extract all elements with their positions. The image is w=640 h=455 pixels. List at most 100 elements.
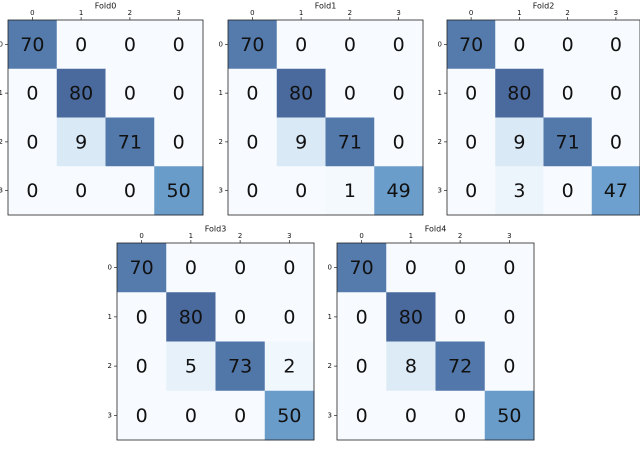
cell-value: 80 [289, 83, 313, 105]
heatmap: Fold4 70 0 0 0 0 80 0 0 0 8 72 0 0 0 0 50 0 1 2 3 0 1 2 3 [328, 225, 535, 441]
y-tick-label: 3 [0, 187, 3, 195]
cell [8, 166, 58, 216]
cell-value: 0 [513, 34, 525, 56]
cell-value: 0 [75, 180, 87, 202]
cell-value: 2 [283, 356, 295, 378]
cell [166, 243, 216, 293]
cell [447, 68, 496, 118]
x-tick-label: 2 [128, 9, 132, 17]
cell-value: 72 [448, 356, 472, 378]
cell [386, 292, 436, 342]
cell [484, 292, 535, 342]
cell [374, 166, 424, 216]
cell [8, 20, 58, 70]
cell [591, 20, 640, 70]
cell [435, 390, 486, 441]
cell-value: 0 [136, 306, 148, 328]
cell-value: 0 [136, 356, 148, 378]
cell-value: 0 [26, 83, 38, 105]
cell-value: 0 [185, 257, 197, 279]
cell [386, 390, 436, 441]
cell [484, 341, 535, 392]
cell [166, 292, 216, 342]
cell [325, 20, 375, 70]
cell-value: 0 [26, 131, 38, 153]
cell-value: 9 [75, 131, 87, 153]
heatmap: Fold3 70 0 0 0 0 80 0 0 0 5 73 2 0 0 0 50 0 1 2 3 0 1 2 3 [108, 225, 315, 441]
cell [386, 243, 436, 293]
y-tick-label: 3 [328, 411, 332, 419]
cell-value: 0 [124, 83, 136, 105]
x-tick-label: 3 [287, 232, 291, 240]
cell-value: 9 [513, 131, 525, 153]
y-tick-label: 1 [438, 89, 442, 97]
cell-value: 0 [356, 405, 368, 427]
cell [154, 20, 204, 70]
cell [543, 68, 593, 118]
cell-value: 0 [283, 257, 295, 279]
cell [447, 117, 496, 167]
cell-value: 50 [277, 405, 301, 427]
cell [495, 20, 544, 70]
cell-value: 70 [20, 34, 44, 56]
x-tick-label: 0 [250, 9, 254, 17]
cell [154, 166, 204, 216]
cell [337, 341, 387, 392]
x-tick-label: 1 [409, 232, 413, 240]
x-tick-label: 0 [30, 9, 34, 17]
frame [227, 19, 424, 216]
cell [337, 243, 387, 293]
cell-value: 0 [283, 306, 295, 328]
cell [154, 117, 204, 167]
cell [325, 117, 375, 167]
cell-value: 0 [393, 131, 405, 153]
cell-value: 80 [179, 306, 203, 328]
cell [337, 292, 387, 342]
cell [117, 292, 167, 342]
cell [228, 68, 278, 118]
x-tick-label: 0 [359, 232, 363, 240]
y-tick-label: 0 [108, 264, 112, 272]
cell [447, 20, 496, 70]
cell [8, 68, 58, 118]
cell-value: 0 [173, 131, 185, 153]
cell-value: 0 [503, 257, 515, 279]
cell [105, 68, 155, 118]
y-tick-label: 1 [219, 89, 223, 97]
cell-value: 0 [124, 34, 136, 56]
cell-value: 0 [562, 83, 574, 105]
frame [116, 242, 315, 441]
cell-value: 0 [136, 405, 148, 427]
cell-value: 0 [356, 356, 368, 378]
cell-value: 0 [454, 306, 466, 328]
cell [543, 166, 593, 216]
heatmap: Fold1 70 0 0 0 0 80 0 0 0 9 71 0 0 0 1 49 0 1 2 3 0 1 2 3 [219, 2, 424, 216]
cell-value: 0 [454, 405, 466, 427]
cell [591, 117, 640, 167]
cell [56, 166, 106, 216]
cell [56, 68, 106, 118]
y-tick-label: 0 [328, 264, 332, 272]
cell-value: 0 [75, 34, 87, 56]
cell [215, 341, 266, 392]
cell-value: 0 [234, 405, 246, 427]
cell [166, 390, 216, 441]
cell-value: 0 [610, 83, 622, 105]
cell-value: 71 [556, 131, 580, 153]
cell-value: 1 [344, 180, 356, 202]
cell [117, 243, 167, 293]
cell [105, 20, 155, 70]
cell-value: 0 [610, 131, 622, 153]
chart-title: Fold4 [425, 225, 447, 234]
cell-value: 0 [465, 131, 477, 153]
cell-value: 0 [393, 34, 405, 56]
cell [264, 292, 315, 342]
y-tick-label: 0 [0, 40, 3, 48]
frame [446, 19, 640, 216]
cell-value: 0 [246, 131, 258, 153]
cell-value: 0 [503, 306, 515, 328]
cell-value: 0 [562, 180, 574, 202]
x-tick-label: 3 [396, 9, 400, 17]
heatmap: Fold0 70 0 0 0 0 80 0 0 0 9 71 0 0 0 0 50 0 1 2 3 0 1 2 3 [0, 2, 204, 216]
x-tick-label: 1 [517, 9, 521, 17]
